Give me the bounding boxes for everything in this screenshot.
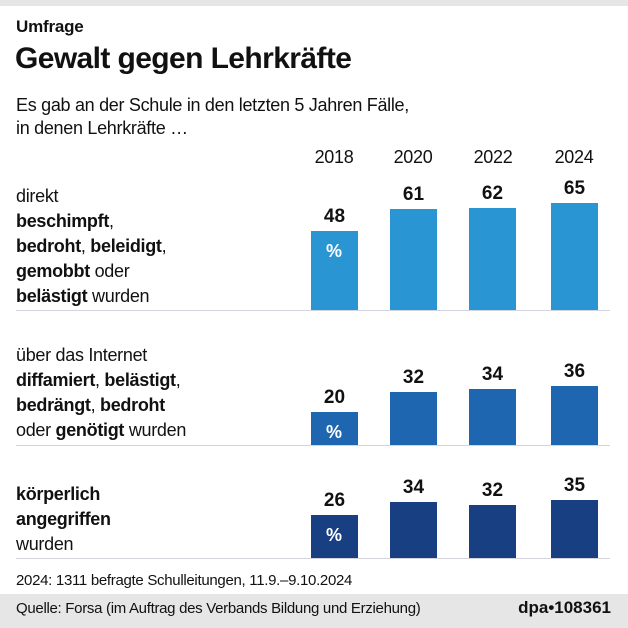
label-run: direkt [16,186,59,206]
group-baseline-1 [16,310,610,311]
label-bold-run: bedroht [100,395,165,415]
label-run: , [175,370,181,390]
group-label-line: bedroht, beleidigt, [16,234,167,259]
source-text: Quelle: Forsa (im Auftrag des Verbands B… [16,600,421,617]
dpa-credit: dpa•108361 [518,598,611,617]
label-run: , [80,236,91,256]
value-label-1-2022: 62 [481,183,504,204]
label-run: , [109,211,114,231]
bar-3-2018 [311,515,358,558]
group-label-line: über das Internet [16,343,186,368]
bar-1-2020 [390,209,437,310]
percent-unit-label: % [325,422,342,442]
subtitle-line-1: Es gab an der Schule in den letzten 5 Ja… [16,95,409,115]
group-baseline-3 [16,558,610,559]
label-bold-run: diffamiert [16,370,96,390]
bar-1-2018 [311,231,358,310]
value-label-1-2020: 61 [402,184,425,205]
subtitle-line-2: in denen Lehrkräfte … [16,118,188,138]
label-run: wurden [124,420,187,440]
group-label-line: bedrängt, bedroht [16,393,186,418]
label-bold-run: körperlich [16,484,101,504]
label-bold-run: bedrängt [16,395,91,415]
group-label-line: belästigt wurden [16,284,166,309]
survey-note: 2024: 1311 befragte Schulleitungen, 11.9… [16,572,353,589]
year-label-2020: 2020 [393,147,433,167]
bar-2-2022 [469,389,516,445]
chart-subtitle: Es gab an der Schule in den letzten 5 Ja… [16,94,536,140]
group-label-line: wurden [16,532,111,557]
kicker: Umfrage [16,17,84,36]
label-bold-run: beschimpft [16,211,110,231]
group-label-1: direkt beschimpft, bedroht, beleidigt, gemo… [16,184,167,309]
group-label-line: gemobbt oder [16,259,166,284]
value-label-3-2020: 34 [402,477,425,498]
value-label-3-2024: 35 [563,475,586,496]
label-bold-run: gemobbt [16,261,90,281]
bar-2-2024 [551,386,598,445]
group-label-3: körperlich angegriffen wurden [16,482,111,557]
value-label-3-2022: 32 [481,480,504,501]
label-run: wurden [16,534,74,554]
group-label-line: beschimpft, [16,209,166,234]
label-bold-run: bedroht [16,236,81,256]
year-label-2018: 2018 [314,147,354,167]
group-label-2: über das Internet diffamiert, belästigt, b… [16,343,186,443]
group-label-line: direkt [16,184,166,209]
group-label-line: körperlich [16,482,111,507]
value-label-1-2024: 65 [563,178,586,199]
label-run: , [95,370,105,390]
value-label-2-2022: 34 [481,364,504,385]
label-bold-run: belästigt [16,286,88,306]
value-label-2-2024: 36 [563,361,586,382]
bar-2-2018 [311,412,358,445]
label-run: oder [89,261,130,281]
bar-1-2022 [469,208,516,310]
label-run: wurden [87,286,150,306]
label-run: über das Internet [16,345,147,365]
label-run: , [161,236,167,256]
year-label-2022: 2022 [473,147,513,167]
group-baseline-2 [16,445,610,446]
group-label-line: angegriffen [16,507,111,532]
year-label-2024: 2024 [554,147,594,167]
footer-bar [0,594,628,628]
label-bold-run: genötigt [55,420,125,440]
percent-unit-label: % [325,525,342,545]
bar-2-2020 [390,392,437,445]
label-run: , [90,395,101,415]
value-label-2-2020: 32 [402,367,425,388]
label-bold-run: belästigt [104,370,176,390]
label-run: oder [16,420,56,440]
group-label-line: diffamiert, belästigt, [16,368,186,393]
value-label-1-2018: 48 [323,206,346,227]
label-bold-run: beleidigt [90,236,162,256]
value-label-2-2018: 20 [323,387,346,408]
label-bold-run: angegriffen [16,509,111,529]
value-label-3-2018: 26 [323,490,346,511]
bar-3-2020 [390,502,437,558]
bar-1-2024 [551,203,598,310]
bar-3-2024 [551,500,598,558]
chart-title: Gewalt gegen Lehrkräfte [15,42,352,75]
group-label-line: oder genötigt wurden [16,418,186,443]
percent-unit-label: % [325,241,342,261]
bar-3-2022 [469,505,516,558]
top-bar [0,0,628,6]
